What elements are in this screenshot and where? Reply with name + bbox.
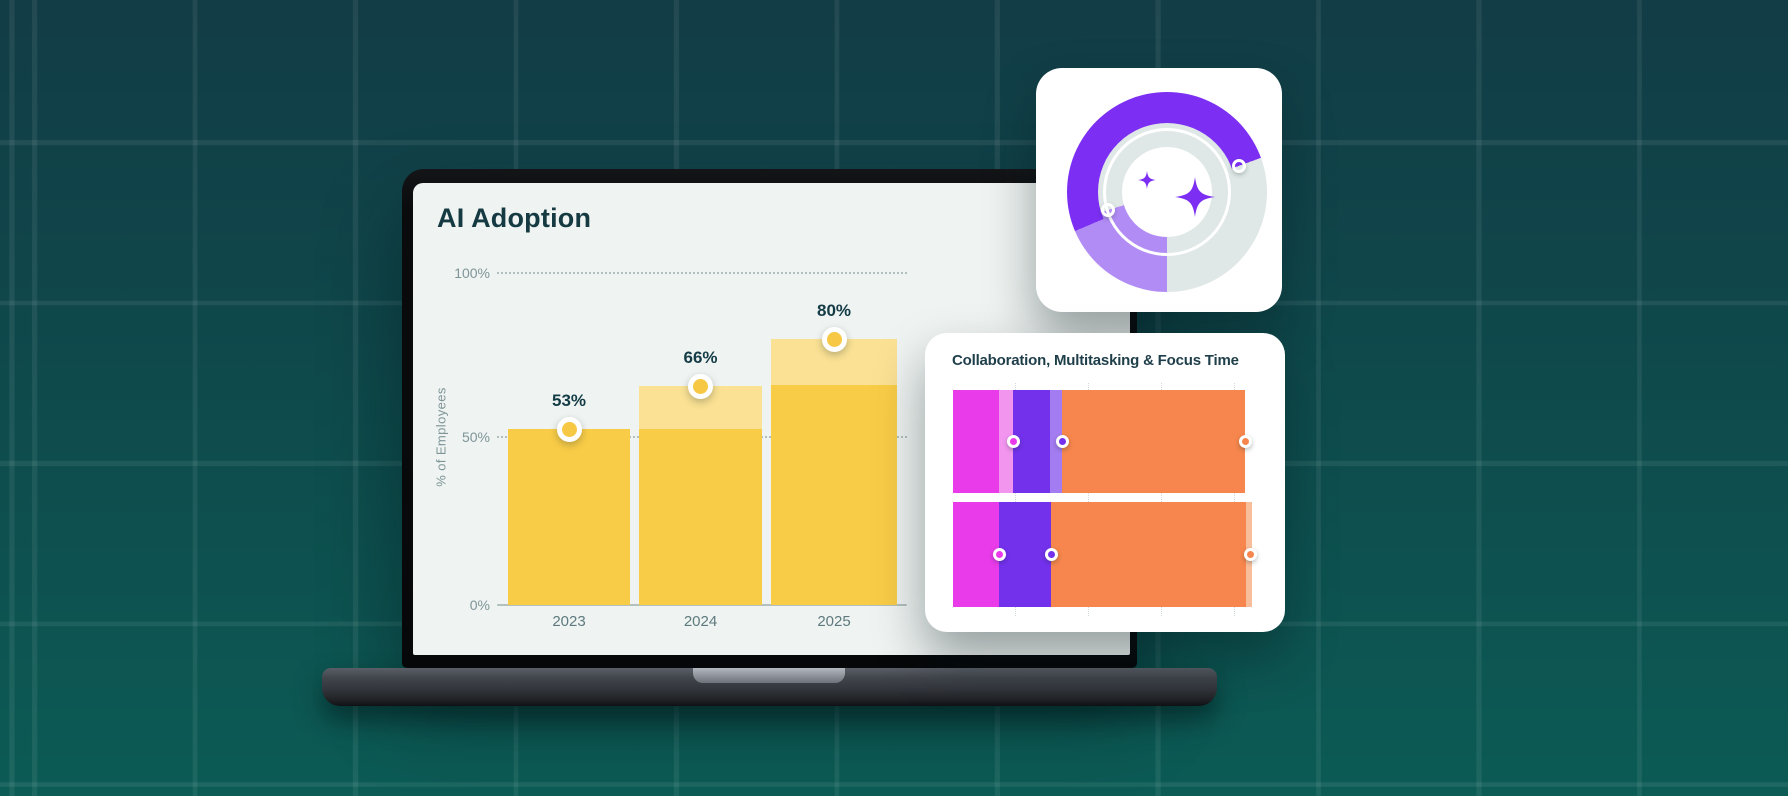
data-point-marker xyxy=(1044,548,1058,561)
x-tick-label: 2023 xyxy=(552,613,586,630)
laptop-base xyxy=(322,668,1217,706)
x-axis-line xyxy=(497,604,907,606)
donut-orbit-ring xyxy=(1103,128,1231,256)
gridline-100 xyxy=(497,272,907,274)
data-point-marker xyxy=(1006,435,1020,448)
vertical-gridline xyxy=(1161,383,1162,616)
donut-marker xyxy=(1100,203,1115,218)
data-point-marker xyxy=(1238,435,1252,448)
bar-segment xyxy=(1062,390,1245,493)
bar-segment xyxy=(953,390,999,493)
sparkle-icon-large xyxy=(1175,177,1215,217)
bar-value-label: 53% xyxy=(551,391,587,410)
data-point-marker xyxy=(992,548,1006,561)
bar-segment xyxy=(1051,502,1246,607)
data-point-marker xyxy=(1243,548,1257,561)
donut-chart-card xyxy=(1036,68,1282,312)
stacked-bar-plot-area xyxy=(953,383,1265,616)
bar-value-label: 80% xyxy=(816,301,852,320)
y-tick-100: 100% xyxy=(454,265,490,281)
data-point-marker xyxy=(556,416,582,442)
vertical-gridline xyxy=(1015,383,1016,616)
stacked-bar-row xyxy=(953,390,1245,493)
bar-segment xyxy=(999,390,1013,493)
bar-2025 xyxy=(771,339,897,605)
bar-2024 xyxy=(639,386,762,605)
stacked-bar-row xyxy=(953,502,1252,607)
y-tick-0: 0% xyxy=(469,597,490,613)
sparkle-icon-small xyxy=(1138,171,1156,189)
bar-segment xyxy=(953,502,999,607)
collab-chart-title: Collaboration, Multitasking & Focus Time xyxy=(952,352,1239,369)
vertical-gridline xyxy=(1234,383,1235,616)
bar-segment xyxy=(999,502,1051,607)
y-tick-50: 50% xyxy=(461,429,490,445)
collab-chart-card: Collaboration, Multitasking & Focus Time xyxy=(925,333,1285,632)
data-point-marker xyxy=(821,326,847,352)
laptop-hinge-notch xyxy=(693,668,845,683)
data-point-marker xyxy=(1055,435,1069,448)
donut-marker xyxy=(1232,158,1247,173)
chart-title: AI Adoption xyxy=(437,203,592,233)
bar-2023 xyxy=(508,429,630,605)
bar-value-label: 66% xyxy=(683,348,718,367)
x-tick-label: 2025 xyxy=(817,613,851,630)
vertical-gridline xyxy=(1088,383,1089,616)
data-point-marker xyxy=(688,373,713,399)
x-tick-label: 2024 xyxy=(683,613,718,630)
